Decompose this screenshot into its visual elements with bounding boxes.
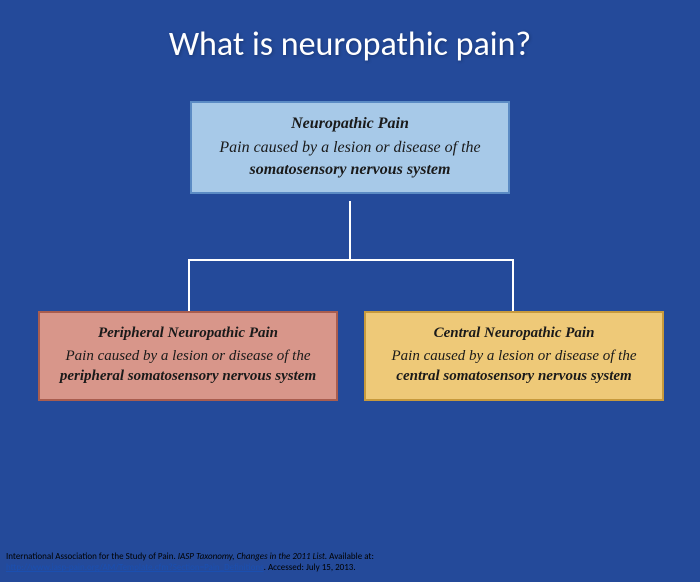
citation: International Association for the Study …: [6, 551, 694, 574]
node-left-desc: Pain caused by a lesion or disease of th…: [60, 348, 316, 384]
node-right-desc-bold: central somatosensory nervous system: [396, 368, 631, 384]
citation-part2: Available at:: [327, 551, 374, 562]
node-root-desc-prefix: Pain caused by a lesion or disease of th…: [219, 139, 480, 156]
slide: What is neuropathic pain? Neuropathic Pa…: [0, 0, 700, 582]
citation-part3: . Accessed: July 15, 2013.: [264, 562, 356, 573]
node-left: Peripheral Neuropathic Pain Pain caused …: [38, 311, 338, 401]
node-right-desc-prefix: Pain caused by a lesion or disease of th…: [392, 348, 637, 364]
citation-link[interactable]: http://www.iasp-pain.org/AM/Template.cfm…: [6, 562, 264, 573]
citation-italic: IASP Taxonomy, Changes in the 2011 List.: [178, 551, 327, 562]
citation-part1: International Association for the Study …: [6, 551, 178, 562]
slide-title: What is neuropathic pain?: [0, 24, 700, 65]
connector-vertical-root: [349, 201, 351, 261]
node-left-desc-prefix: Pain caused by a lesion or disease of th…: [66, 348, 311, 364]
node-right-title: Central Neuropathic Pain: [382, 325, 646, 342]
diagram: Neuropathic Pain Pain caused by a lesion…: [0, 101, 700, 451]
node-right: Central Neuropathic Pain Pain caused by …: [364, 311, 664, 401]
node-root-desc-bold: somatosensory nervous system: [250, 161, 451, 178]
connector-vertical-left: [188, 259, 190, 311]
node-left-desc-bold: peripheral somatosensory nervous system: [60, 368, 316, 384]
connector-vertical-right: [512, 259, 514, 311]
node-root-title: Neuropathic Pain: [208, 115, 492, 133]
node-right-desc: Pain caused by a lesion or disease of th…: [392, 348, 637, 384]
connector-horizontal: [188, 259, 514, 261]
node-left-title: Peripheral Neuropathic Pain: [56, 325, 320, 342]
node-root-desc: Pain caused by a lesion or disease of th…: [219, 139, 480, 178]
node-root: Neuropathic Pain Pain caused by a lesion…: [190, 101, 510, 194]
